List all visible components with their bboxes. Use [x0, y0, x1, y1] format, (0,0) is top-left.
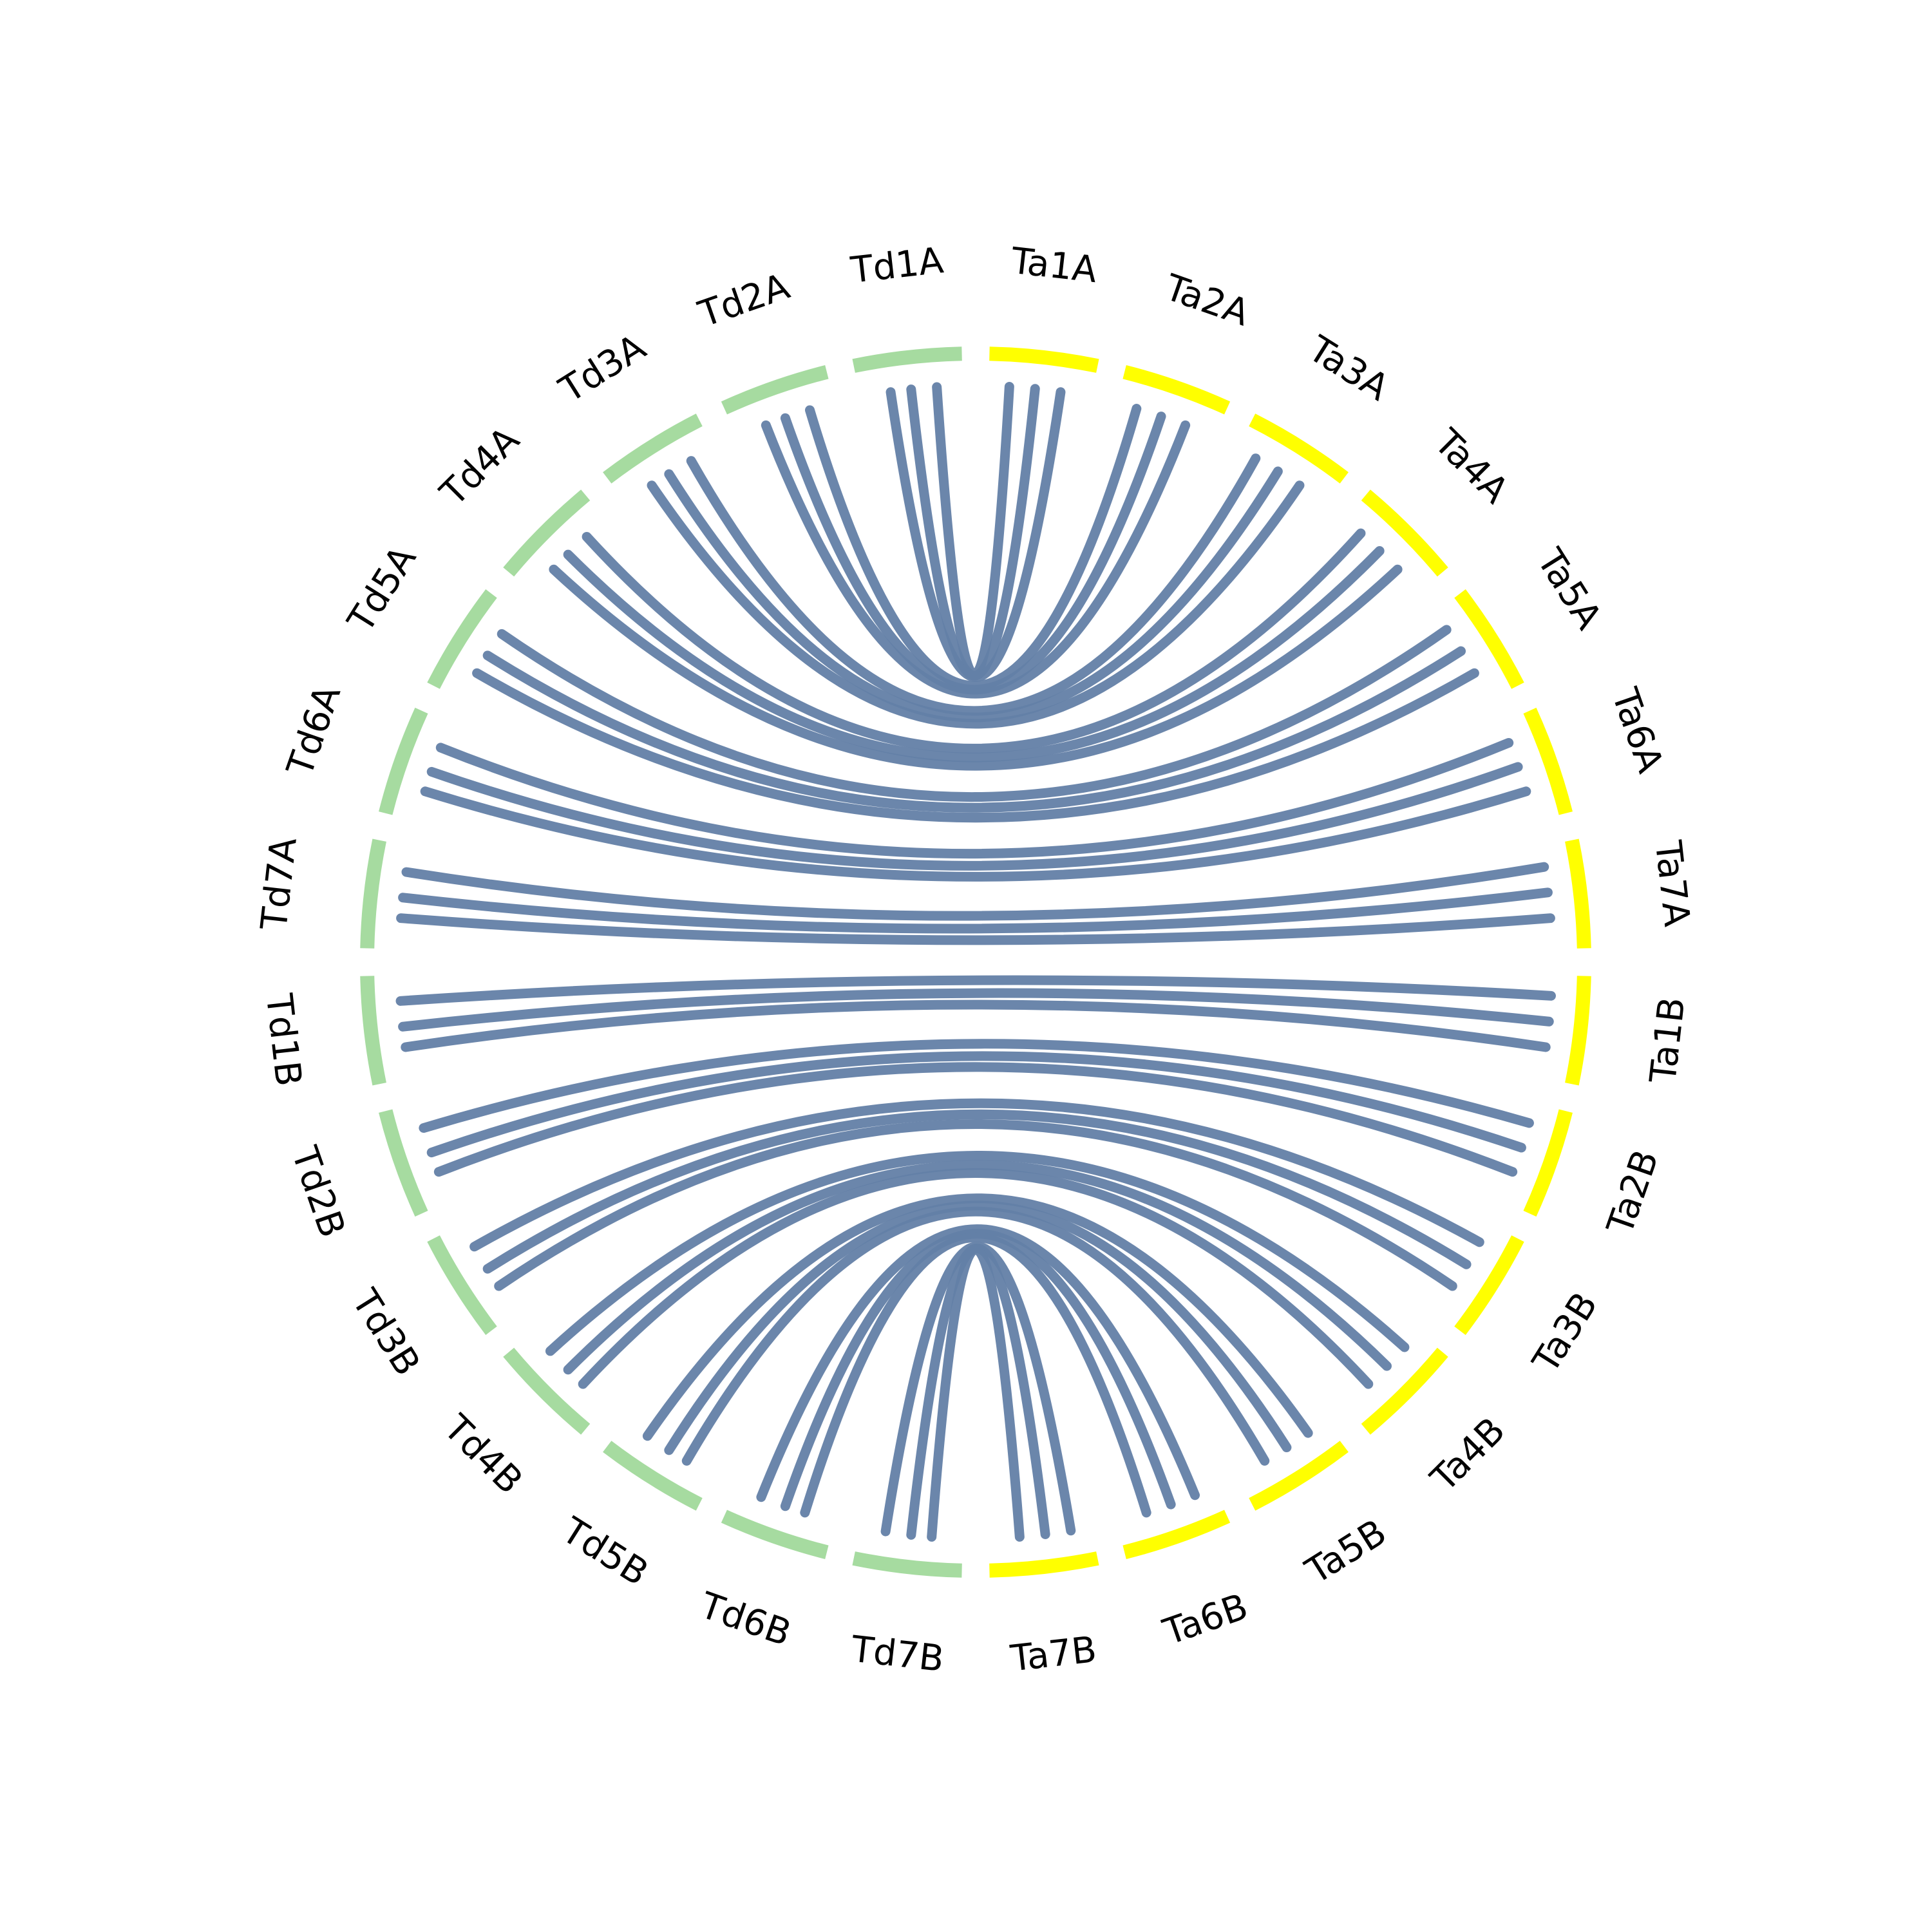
segment-label: Td4A — [432, 419, 527, 515]
link — [761, 420, 1191, 699]
segment-arc — [379, 707, 428, 815]
segment-label: Td1B — [258, 991, 310, 1088]
segment-label: Ta6A — [1603, 683, 1671, 778]
segment-arc — [1361, 1347, 1448, 1435]
link — [927, 1244, 1025, 1542]
segment-arc — [1523, 707, 1573, 815]
segment-arc — [360, 838, 386, 949]
segment-arc — [1249, 413, 1349, 484]
link — [886, 387, 1066, 682]
link — [482, 1109, 1472, 1274]
segment-arc — [721, 365, 829, 415]
segment-arc — [379, 1109, 428, 1217]
segment-label: Td6A — [279, 680, 349, 782]
link — [395, 975, 1556, 1006]
link — [401, 999, 1551, 1052]
segment-label: Td5A — [339, 539, 424, 640]
link — [578, 1168, 1374, 1389]
segment-label: Ta1A — [1009, 240, 1099, 292]
segment-arc — [503, 1347, 591, 1435]
link — [494, 1119, 1457, 1291]
ring — [360, 346, 1591, 1578]
segment-label: Ta5A — [1528, 541, 1609, 636]
segment-label: Ta6B — [1158, 1586, 1253, 1654]
link — [642, 1193, 1313, 1441]
link — [780, 412, 1166, 695]
link — [647, 480, 1305, 729]
segment-label: Td3A — [552, 327, 653, 412]
link — [396, 913, 1555, 945]
link — [426, 762, 1523, 871]
segment-arc — [360, 976, 386, 1086]
segment-arc — [852, 1551, 962, 1578]
segment-arc — [1523, 1109, 1573, 1217]
segment-label: Ta3B — [1524, 1285, 1605, 1381]
segment-label: Td1A — [848, 240, 945, 292]
segment-label: Td7A — [253, 835, 305, 933]
segment-arc — [1565, 976, 1591, 1086]
link — [906, 384, 1040, 681]
segment-label: Td5B — [554, 1510, 656, 1595]
segment-arc — [1249, 1441, 1349, 1511]
link — [401, 862, 1549, 921]
segment-arc — [427, 1235, 497, 1335]
link — [664, 466, 1283, 723]
segment-arc — [603, 1441, 703, 1511]
segment-arc — [603, 413, 703, 484]
link — [420, 786, 1531, 882]
segment-arc — [503, 489, 591, 577]
segment-label: Td2A — [693, 265, 795, 336]
segment-arc — [1454, 1235, 1524, 1335]
link — [482, 646, 1466, 813]
segment-label: Ta3A — [1301, 328, 1396, 409]
link — [398, 887, 1553, 934]
segment-label: Ta7B — [1008, 1629, 1099, 1680]
link — [780, 1229, 1176, 1511]
segment-label: Ta4B — [1423, 1410, 1513, 1501]
link — [545, 1151, 1410, 1356]
links — [395, 382, 1556, 1542]
link — [804, 404, 1142, 691]
segment-label: Ta7A — [1647, 838, 1698, 929]
link — [563, 1160, 1392, 1375]
segment-arc — [1565, 838, 1591, 949]
link — [435, 737, 1514, 859]
segment-arc — [427, 589, 497, 689]
segment-label: Ta2B — [1599, 1145, 1667, 1240]
segment-arc — [852, 346, 962, 373]
segment-label: Ta1B — [1642, 995, 1694, 1086]
link — [398, 988, 1554, 1032]
segment-label: Td6B — [694, 1584, 796, 1654]
link — [433, 1062, 1518, 1177]
segment-label: Td3B — [343, 1282, 428, 1383]
segment-arc — [1122, 365, 1231, 415]
segment-arc — [989, 346, 1099, 373]
segment-label: Ta5B — [1298, 1511, 1394, 1593]
link — [497, 625, 1452, 802]
link — [469, 1098, 1484, 1252]
segment-arc — [721, 1510, 829, 1559]
segment-label: Td4B — [435, 1406, 531, 1502]
segment-arc — [1361, 489, 1448, 577]
segment-arc — [1454, 589, 1524, 689]
link — [472, 668, 1479, 823]
link — [549, 564, 1403, 771]
link — [664, 1200, 1292, 1455]
link — [681, 1206, 1270, 1466]
segment-label: Ta2A — [1159, 267, 1255, 335]
link — [419, 1039, 1534, 1133]
link — [800, 1232, 1151, 1518]
segment-arc — [1122, 1510, 1231, 1559]
link — [563, 546, 1385, 762]
segment-label: Td2B — [283, 1141, 353, 1243]
link — [426, 1051, 1526, 1158]
link — [582, 528, 1366, 753]
segment-label: Ta4A — [1426, 421, 1517, 512]
segment-label: Td7B — [849, 1628, 946, 1680]
segment-arc — [989, 1551, 1099, 1578]
link — [686, 453, 1261, 716]
